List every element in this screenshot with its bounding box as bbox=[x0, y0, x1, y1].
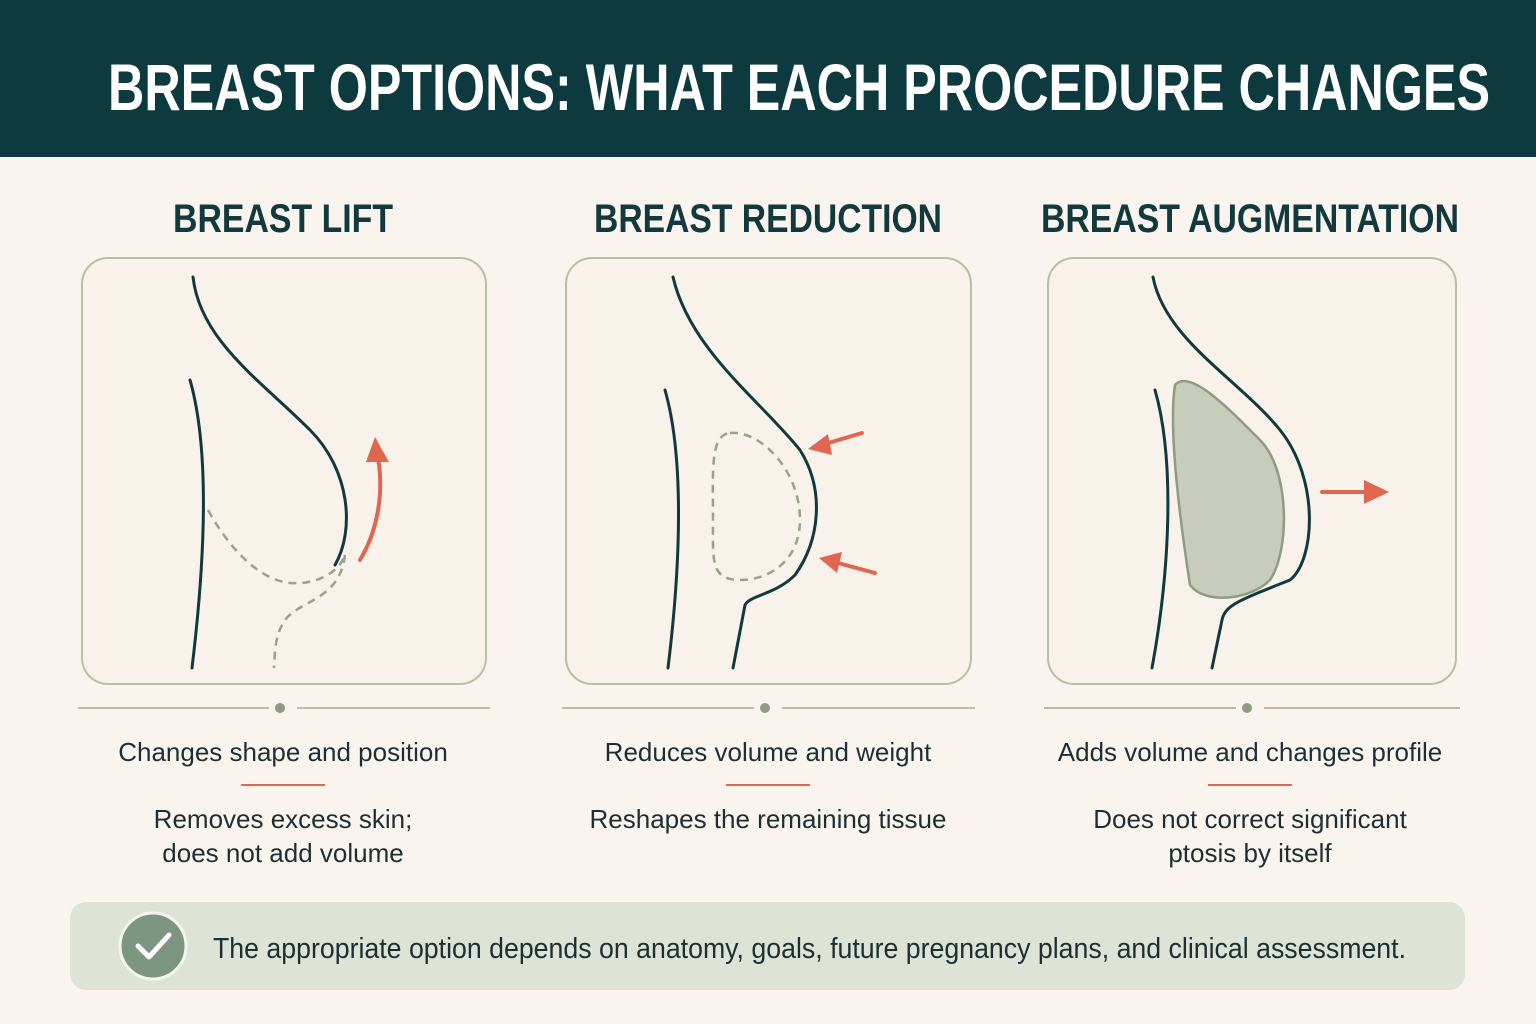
check-mark bbox=[135, 932, 172, 960]
divider-dot bbox=[760, 703, 770, 713]
panels: BREAST LIFT Changes shape and position Rem… bbox=[78, 197, 1460, 868]
footer-note: The appropriate option depends on anatom… bbox=[213, 933, 1406, 965]
primary-effect: Changes shape and position bbox=[118, 737, 448, 767]
illustration-box bbox=[565, 257, 972, 685]
secondary-note: Does not correct significant bbox=[1093, 804, 1407, 834]
divider-dot bbox=[275, 703, 285, 713]
primary-effect: Adds volume and changes profile bbox=[1058, 737, 1442, 767]
secondary-note: Reshapes the remaining tissue bbox=[590, 804, 947, 834]
header-bar bbox=[0, 0, 1536, 157]
secondary-note: ptosis by itself bbox=[1168, 838, 1332, 868]
reduction-illustration bbox=[663, 275, 877, 670]
secondary-note: does not add volume bbox=[162, 838, 403, 868]
divider-dot bbox=[1242, 703, 1252, 713]
augmentation-illustration bbox=[1150, 275, 1389, 670]
primary-effect: Reduces volume and weight bbox=[605, 737, 932, 767]
footer-box bbox=[70, 902, 1465, 990]
panel-title: BREAST REDUCTION bbox=[594, 197, 942, 241]
panel-title: BREAST AUGMENTATION bbox=[1041, 197, 1459, 241]
panel-title: BREAST LIFT bbox=[173, 197, 393, 241]
page-title: BREAST OPTIONS: WHAT EACH PROCEDURE CHAN… bbox=[108, 50, 1490, 124]
illustration-box bbox=[81, 257, 487, 685]
check-icon bbox=[118, 911, 188, 981]
secondary-note: Removes excess skin; bbox=[154, 804, 413, 834]
lift-illustration bbox=[188, 275, 389, 670]
